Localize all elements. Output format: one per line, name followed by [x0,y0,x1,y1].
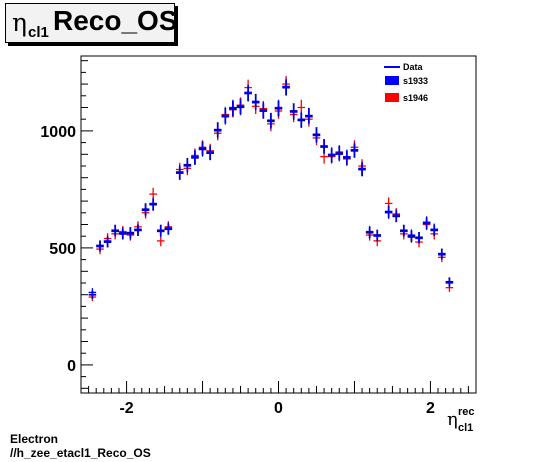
x-axis-title: η rec cl1 [447,406,475,434]
data-point [156,235,165,247]
series-s1933 [88,79,454,299]
y-tick-label: 0 [67,358,76,375]
data-point [274,99,283,116]
x-tick-label: -2 [119,400,133,417]
data-point [164,222,173,234]
data-point [156,225,165,238]
footer-line-1: Electron [10,432,59,446]
data-point [198,142,207,157]
data-point [88,288,97,297]
data-point [430,223,439,235]
series-s1946 [88,75,454,302]
y-tick-label: 500 [49,241,76,258]
data-point [305,109,313,125]
x-axis-superscript: rec [458,406,475,418]
data-point [267,114,275,130]
series-layer [88,75,454,302]
x-axis-symbol: η [447,409,458,430]
data-point [312,128,321,143]
data-point [438,249,446,261]
data-point [384,206,393,219]
data-point [343,149,351,164]
title-box: η cl1 Reco_OS [5,3,178,43]
data-point [445,278,454,288]
chart-title: Reco_OS [53,5,178,36]
legend-s1933-label: s1933 [403,76,428,86]
legend-s1946-label: s1946 [403,93,428,103]
title-eta-symbol: η [12,8,27,37]
data-point [111,225,119,238]
x-tick-label: 0 [274,400,283,417]
legend: Data s1933 s1946 [384,62,428,103]
data-point [229,99,237,116]
data-point [126,228,135,240]
data-point [134,223,142,235]
x-tick-label: 2 [426,400,435,417]
data-point [350,142,359,157]
data-point [191,149,199,164]
data-point [221,109,230,125]
data-point [392,209,401,221]
data-point [118,227,127,239]
data-point [141,204,150,217]
x-axis-subscript: cl1 [458,422,473,434]
data-point [213,123,222,139]
legend-s1933-swatch [385,76,399,85]
data-point [259,102,268,118]
data-point [236,99,245,116]
data-point [358,161,366,176]
axes: -2 0 2 0 500 1000 [40,60,469,417]
data-point [149,197,157,210]
data-point [335,147,344,162]
y-tick-label: 1000 [40,124,76,141]
data-point [103,235,112,247]
data-point [96,241,104,252]
data-point [320,140,328,155]
data-point [415,233,423,244]
data-point [282,78,290,95]
data-point [206,144,214,159]
series-data [88,78,454,297]
data-point [373,230,382,242]
legend-data-label: Data [403,62,424,72]
data-point [422,216,431,229]
data-point [327,147,336,162]
data-point [289,104,298,120]
data-point [297,111,306,127]
footer-line-2: //h_zee_etacl1_Reco_OS [10,446,151,460]
title-subscript: cl1 [28,24,49,41]
legend-s1946-swatch [385,93,399,102]
data-point [400,225,408,238]
data-point [251,95,260,111]
data-point [183,159,192,173]
data-point [244,84,252,101]
data-point [407,229,416,241]
data-point [175,165,184,179]
data-point [365,225,374,238]
